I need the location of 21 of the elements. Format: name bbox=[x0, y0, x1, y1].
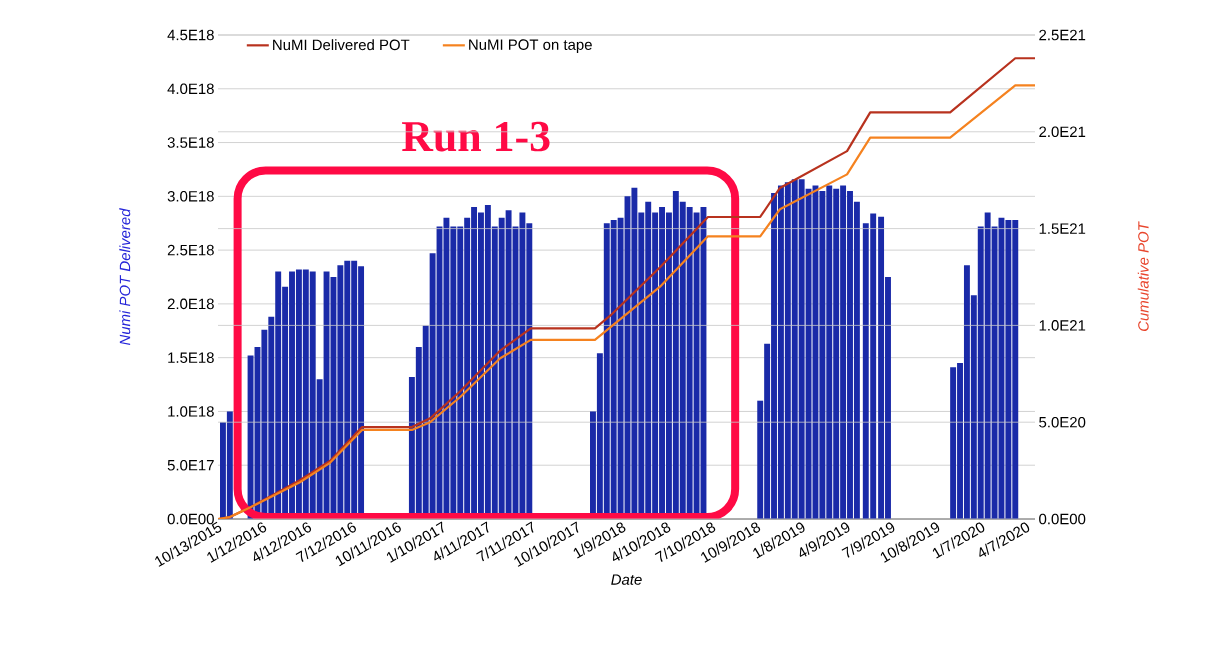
y2-tick-label: 1.0E21 bbox=[1039, 320, 1086, 331]
y-tick-label: 4.5E18 bbox=[167, 29, 214, 41]
y-tick-label: 1.5E18 bbox=[168, 352, 214, 363]
y2-tick-label: 1.5E21 bbox=[1039, 223, 1086, 234]
annotation: Run 1-3 bbox=[402, 121, 550, 152]
y2-tick-label: 5.0E20 bbox=[1039, 416, 1086, 428]
y2-tick-label: 0.0E00 bbox=[1039, 513, 1086, 525]
y2-tick-label: 2.5E21 bbox=[1039, 29, 1086, 41]
x-axis-title: Date bbox=[611, 574, 642, 585]
y-axis-title: Numi POT Delivered bbox=[119, 208, 131, 346]
y-tick-label: 5.0E17 bbox=[167, 459, 214, 471]
y2-tick-label: 2.0E21 bbox=[1039, 126, 1086, 138]
y-tick-label: 2.5E18 bbox=[167, 244, 214, 256]
legend-label: NuMI POT on tape bbox=[469, 39, 592, 53]
y-tick-label: 3.0E18 bbox=[167, 191, 214, 202]
y-tick-label: 2.0E18 bbox=[167, 298, 214, 310]
legend-label: NuMI Delivered POT bbox=[273, 39, 410, 51]
y-tick-label: 4.0E18 bbox=[167, 83, 214, 95]
y-tick-label: 3.5E18 bbox=[167, 137, 214, 148]
y-tick-label: 1.0E18 bbox=[168, 406, 214, 417]
y2-axis-title: Cumulative POT bbox=[1137, 221, 1149, 331]
